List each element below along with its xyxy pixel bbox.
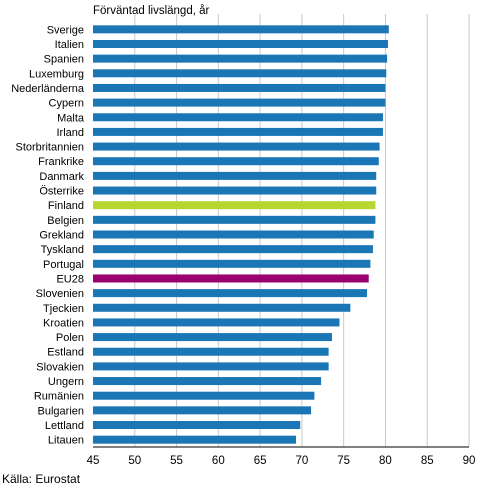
category-label: Lettland xyxy=(45,420,84,432)
x-tick-label: 50 xyxy=(128,455,141,467)
category-label: Portugal xyxy=(43,259,84,271)
bar-luxemburg xyxy=(93,69,387,78)
category-label: Polen xyxy=(56,332,84,344)
category-label: Nederländerna xyxy=(11,83,85,95)
bar-belgien xyxy=(93,215,376,224)
bar-lettland xyxy=(93,421,301,430)
x-tick-label: 45 xyxy=(87,455,100,467)
x-tick-label: 60 xyxy=(212,455,225,467)
bar-eu28 xyxy=(93,274,369,283)
bar-slovenien xyxy=(93,289,368,298)
x-tick-label: 75 xyxy=(337,455,350,467)
category-label: Frankrike xyxy=(38,156,84,168)
bar-sverige xyxy=(93,25,389,34)
bar-malta xyxy=(93,113,383,122)
x-tick-label: 85 xyxy=(421,455,434,467)
category-label: Italien xyxy=(55,39,84,51)
bar-irland xyxy=(93,127,383,136)
category-label: Luxemburg xyxy=(29,68,84,80)
bar-rumänien xyxy=(93,391,315,400)
category-label: Grekland xyxy=(39,230,84,242)
category-labels: Sverige Italien Spanien Luxemburg Nederlände… xyxy=(11,24,85,446)
bar-slovakien xyxy=(93,362,329,371)
bar-litauen xyxy=(93,435,297,444)
source-note: Källa: Eurostat xyxy=(2,472,81,486)
category-label: Tyskland xyxy=(41,244,84,256)
bar-bulgarien xyxy=(93,406,312,415)
category-label: Litauen xyxy=(48,435,84,447)
category-label: Sverige xyxy=(47,24,84,36)
bar-finland xyxy=(93,201,376,210)
bar-tyskland xyxy=(93,245,373,254)
bar-nederländerna xyxy=(93,83,386,92)
bar-kroatien xyxy=(93,318,340,327)
bars xyxy=(93,25,389,444)
bar-polen xyxy=(93,333,332,342)
category-label: Bulgarien xyxy=(38,405,84,417)
category-label: Belgien xyxy=(47,215,84,227)
category-label: Slovakien xyxy=(36,361,84,373)
bar-danmark xyxy=(93,171,377,180)
bar-spanien xyxy=(93,54,388,63)
bar-portugal xyxy=(93,259,371,268)
x-tick-label: 55 xyxy=(170,455,183,467)
x-tick-labels: 45 50 55 60 65 70 75 80 85 90 xyxy=(87,455,476,467)
category-label: Finland xyxy=(48,200,84,212)
category-label: Cypern xyxy=(49,98,84,110)
category-label: Estland xyxy=(47,347,84,359)
bar-storbritannien xyxy=(93,142,380,151)
category-label: Österrike xyxy=(39,186,84,198)
category-label: Malta xyxy=(57,112,85,124)
category-label: EU28 xyxy=(56,273,84,285)
x-tick-label: 70 xyxy=(295,455,308,467)
bar-estland xyxy=(93,347,329,356)
category-label: Tjeckien xyxy=(43,303,84,315)
category-label: Ungern xyxy=(48,376,84,388)
bar-frankrike xyxy=(93,157,379,166)
y-axis-title: Förväntad livslängd, år xyxy=(93,5,210,17)
category-label: Slovenien xyxy=(36,288,84,300)
x-tick-label: 90 xyxy=(463,455,476,467)
x-tick-label: 80 xyxy=(379,455,392,467)
bar-italien xyxy=(93,39,388,48)
bar-tjeckien xyxy=(93,303,351,312)
bar-cypern xyxy=(93,98,386,107)
category-label: Irland xyxy=(56,127,84,139)
bar-österrike xyxy=(93,186,377,195)
category-label: Kroatien xyxy=(43,317,84,329)
category-label: Storbritannien xyxy=(16,142,85,154)
category-label: Danmark xyxy=(39,171,84,183)
bar-ungern xyxy=(93,377,322,386)
x-tick-label: 65 xyxy=(254,455,267,467)
category-label: Rumänien xyxy=(34,391,84,403)
bar-grekland xyxy=(93,230,374,239)
category-label: Spanien xyxy=(44,54,84,66)
